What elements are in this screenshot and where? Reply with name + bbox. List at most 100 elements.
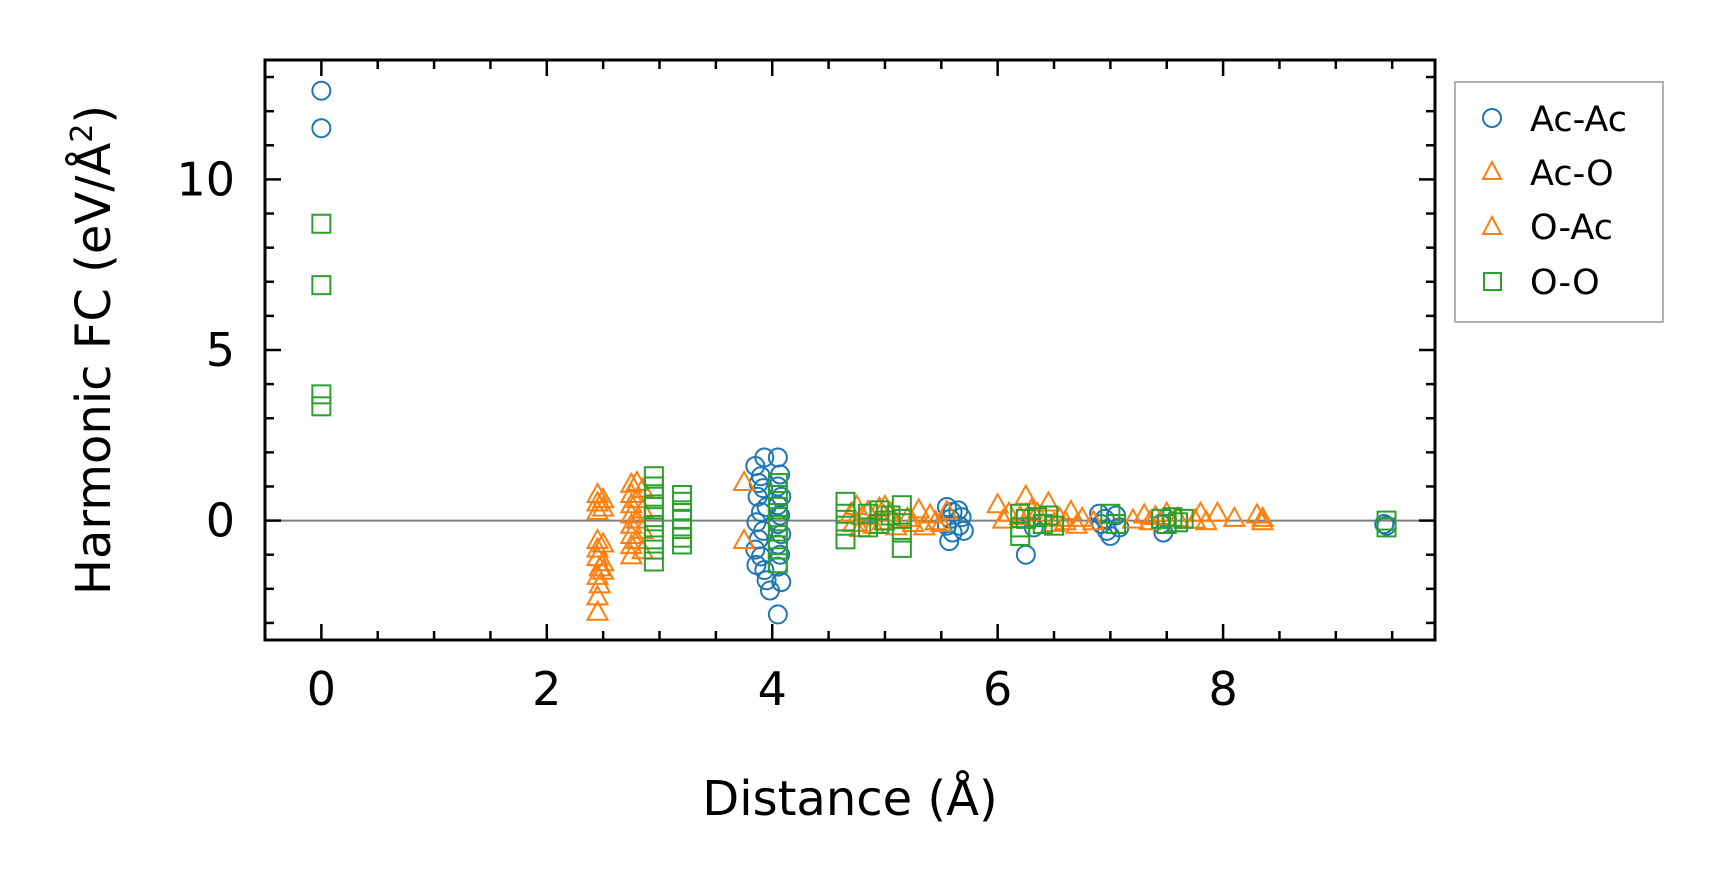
data-point — [643, 507, 664, 528]
x-tick-label: 2 — [532, 662, 561, 716]
data-point — [643, 529, 664, 550]
legend-marker-triangle — [1481, 159, 1503, 180]
data-point — [1156, 514, 1177, 534]
data-point — [1194, 509, 1218, 531]
data-point — [750, 502, 771, 523]
data-point — [1081, 509, 1106, 531]
data-point — [619, 512, 644, 534]
data-point — [1070, 505, 1094, 527]
legend-item-o-ac: O-Ac — [1481, 208, 1613, 248]
plot-area — [265, 60, 1435, 640]
data-point — [619, 533, 644, 555]
data-point — [1038, 505, 1059, 526]
legend-frame — [1454, 81, 1664, 323]
data-point — [585, 599, 610, 621]
data-point — [1106, 514, 1127, 534]
data-point — [1053, 509, 1077, 531]
data-point — [858, 503, 879, 524]
data-point — [891, 537, 912, 558]
data-point — [591, 487, 615, 509]
data-point — [1155, 500, 1179, 522]
data-point — [767, 496, 788, 517]
data-point — [643, 466, 664, 487]
data-point — [732, 527, 756, 550]
data-point — [985, 492, 1010, 514]
data-point — [585, 490, 610, 512]
data-point — [953, 520, 974, 541]
points-layer — [311, 80, 1397, 625]
data-point — [991, 507, 1015, 529]
legend-marker-circle — [1482, 108, 1502, 128]
data-point — [619, 502, 644, 524]
data-point — [767, 473, 788, 494]
data-point — [767, 604, 788, 625]
data-point — [767, 485, 788, 505]
legend-label-o-ac: O-Ac — [1530, 208, 1613, 248]
data-point — [1036, 490, 1061, 512]
data-point — [311, 275, 332, 296]
y-tick-label: 0 — [206, 494, 235, 548]
data-point — [1025, 500, 1049, 522]
data-point — [891, 508, 912, 529]
y-axis-label-main: Harmonic FC (eV/Å — [65, 143, 122, 596]
data-point — [619, 471, 644, 493]
data-point — [756, 570, 777, 591]
data-point — [949, 515, 970, 536]
data-point — [891, 522, 912, 543]
data-point — [767, 553, 788, 574]
data-point — [1173, 508, 1194, 529]
data-point — [1044, 515, 1065, 536]
data-point — [767, 529, 788, 550]
data-point — [939, 531, 960, 552]
data-point — [585, 584, 610, 606]
data-point — [935, 498, 959, 521]
tick-labels-layer: 0 2 4 6 8 0 5 10 — [176, 152, 1237, 716]
data-point — [732, 469, 756, 492]
data-point — [754, 447, 775, 468]
data-point — [643, 486, 664, 507]
data-point — [767, 517, 788, 538]
data-point — [951, 507, 972, 528]
data-point — [311, 396, 332, 417]
data-point — [672, 534, 693, 555]
y-tick-label: 10 — [176, 152, 235, 206]
data-point — [1250, 505, 1275, 527]
data-point — [767, 539, 788, 560]
data-point — [1374, 514, 1395, 534]
data-point — [630, 517, 655, 539]
y-axis-label-close: ) — [66, 105, 122, 124]
data-point — [625, 487, 649, 509]
data-point — [869, 500, 890, 521]
plot-background — [265, 60, 1435, 640]
data-point — [835, 491, 856, 512]
x-tick-label: 6 — [983, 662, 1012, 716]
data-point — [1183, 507, 1207, 529]
data-point — [1008, 504, 1032, 526]
data-point — [1138, 509, 1162, 531]
data-point — [643, 517, 664, 538]
data-point — [619, 492, 644, 514]
data-point — [619, 481, 644, 503]
data-point — [1250, 509, 1275, 531]
legend-label-o-o: O-O — [1530, 263, 1600, 303]
data-point — [643, 551, 664, 572]
data-point — [835, 503, 856, 524]
data-point — [835, 515, 856, 536]
y-axis-label-superscript: 2 — [65, 124, 100, 143]
data-point — [619, 522, 644, 544]
data-point — [997, 500, 1021, 522]
data-point — [1059, 498, 1083, 521]
legend-marker-triangle — [1481, 214, 1503, 235]
x-tick-label: 0 — [307, 662, 336, 716]
data-point — [1121, 507, 1145, 529]
data-point — [754, 560, 775, 581]
data-point — [643, 476, 664, 497]
legend: Ac-Ac Ac-O O-Ac O-O — [1454, 81, 1664, 323]
data-point — [1151, 508, 1172, 529]
data-point — [1222, 505, 1247, 527]
data-point — [585, 536, 610, 558]
data-point — [625, 507, 649, 529]
legend-marker-square — [1483, 272, 1502, 291]
data-point — [1014, 483, 1038, 505]
